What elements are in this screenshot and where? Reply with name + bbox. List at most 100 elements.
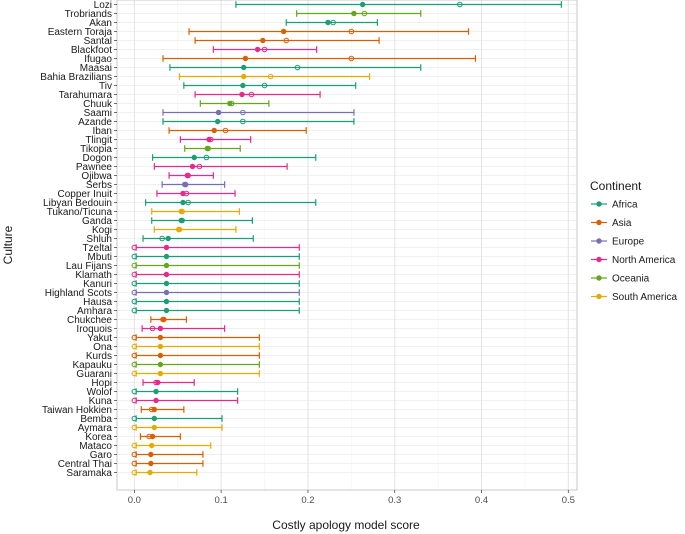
estimate-point [157, 352, 164, 359]
observed-point [131, 352, 138, 359]
estimate-point [157, 343, 164, 350]
estimate-point [214, 118, 221, 125]
observed-point [131, 280, 138, 287]
observed-point [196, 163, 203, 170]
legend-label: South America [612, 292, 677, 303]
observed-point [131, 343, 138, 350]
estimate-point [157, 325, 164, 332]
observed-point [131, 451, 138, 458]
observed-point [457, 1, 463, 8]
legend-key-point [596, 293, 602, 300]
y-tick-label: Ona [93, 342, 112, 353]
estimate-point [227, 100, 233, 107]
estimate-point [163, 280, 170, 287]
y-tick-label: Highland Scots [45, 288, 112, 299]
estimate-point [149, 442, 155, 449]
estimate-point [189, 163, 196, 170]
y-tick-label: Tzeltal [83, 243, 112, 254]
observed-point [131, 397, 138, 404]
observed-point [131, 415, 138, 422]
observed-point [159, 235, 165, 242]
estimate-point [180, 190, 186, 197]
observed-point [131, 469, 138, 476]
y-tick-label: Trobriands [65, 9, 112, 20]
y-tick-label: Maasai [80, 63, 112, 74]
y-tick-label: Central Thai [58, 459, 112, 470]
estimate-point [260, 37, 266, 44]
y-tick-label: Libyan Bedouin [43, 198, 112, 209]
y-tick-label: Saramaka [66, 468, 112, 479]
estimate-point [254, 46, 261, 53]
estimate-point [157, 361, 164, 368]
observed-point [131, 442, 138, 449]
y-tick-label: Ganda [82, 216, 112, 227]
observed-point [131, 334, 138, 341]
observed-point [131, 253, 138, 260]
observed-point [267, 73, 274, 80]
error-bars [135, 1, 562, 476]
observed-point [131, 262, 138, 269]
estimate-point [151, 424, 158, 431]
y-tick-label: Dogon [83, 153, 112, 164]
y-tick-label: Tukano/Ticuna [47, 207, 113, 218]
legend-label: Asia [612, 218, 632, 229]
observed-point [203, 154, 210, 161]
y-tick-label: Chukchee [67, 315, 112, 326]
x-tick-label: 0.3 [388, 495, 401, 506]
y-tick-label: Lau Fijans [66, 261, 112, 272]
y-tick-label: Eastern Toraja [48, 27, 113, 38]
y-tick-label: Saami [84, 108, 112, 119]
y-tick-label: Guarani [76, 369, 112, 380]
estimate-point [153, 388, 159, 395]
estimate-point [280, 28, 287, 35]
estimate-point [163, 253, 170, 260]
observed-point [131, 370, 138, 377]
estimate-point [153, 397, 159, 404]
y-tick-label: Korea [85, 432, 112, 443]
x-axis-title: Costly apology model score [272, 518, 420, 532]
plot-panel [117, 0, 577, 490]
estimate-point [157, 334, 164, 341]
estimate-point [155, 379, 161, 386]
observed-point [149, 325, 156, 332]
estimate-point [241, 64, 247, 71]
x-tick-label: 0.2 [301, 495, 314, 506]
observed-point [348, 55, 355, 62]
observed-point [283, 37, 290, 44]
y-tick-label: Kurds [86, 351, 112, 362]
observed-point [131, 424, 138, 431]
estimate-point [163, 289, 170, 296]
legend-key-point [596, 238, 602, 244]
y-tick-label: Ifugao [84, 54, 112, 65]
estimate-point [178, 217, 184, 224]
legend-key-point [596, 201, 602, 207]
y-tick-label: Blackfoot [71, 45, 112, 56]
y-tick-label: Mbuti [88, 252, 112, 263]
y-tick-label: Azande [78, 117, 112, 128]
observed-point [222, 127, 229, 134]
x-tick-label: 0.0 [128, 495, 141, 506]
legend: Continent Africa Asia Europe North America O… [590, 179, 677, 303]
observed-point [131, 289, 138, 296]
y-tick-label: Aymara [78, 423, 113, 434]
y-tick-label: Hausa [83, 297, 112, 308]
y-tick-label: Hopi [91, 378, 112, 389]
legend-label: Europe [612, 237, 645, 248]
estimate-point [148, 460, 154, 467]
y-tick-label: Iban [93, 126, 112, 137]
estimate-point [240, 82, 246, 89]
y-tick-label: Shluh [86, 234, 112, 245]
estimate-point [163, 307, 170, 314]
estimate-point [184, 172, 191, 179]
estimate-point [325, 19, 331, 26]
estimate-point [165, 235, 171, 242]
legend-key-point [596, 219, 602, 226]
observed-point [131, 307, 138, 314]
legend-key-point [596, 256, 602, 263]
estimate-point [151, 415, 158, 422]
observed-point [185, 199, 191, 206]
observed-point [261, 46, 268, 53]
y-tick-label: Kogi [92, 225, 112, 236]
